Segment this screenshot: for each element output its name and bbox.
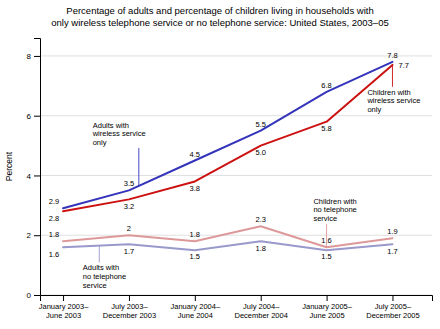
series-line	[63, 226, 392, 247]
x-tick: January 2003–June 2003	[39, 295, 89, 320]
y-tick-mark	[34, 235, 40, 236]
annotation-connector	[326, 224, 327, 247]
y-tick: 8	[27, 52, 40, 61]
data-label: 3.8	[190, 184, 200, 193]
data-label: 5.8	[321, 124, 331, 133]
grid-line	[40, 115, 432, 116]
x-axis: January 2003–June 2003 July 2003–December…	[39, 295, 433, 320]
x-tick-label-line: December 2004	[235, 311, 288, 320]
x-tick: July 2005–December 2005	[366, 295, 419, 320]
annotation: Children withno telephoneservice	[313, 197, 356, 223]
grid-line	[40, 235, 432, 236]
y-tick: 4	[27, 172, 40, 181]
series-line	[63, 65, 392, 211]
data-label: 1.9	[387, 227, 397, 236]
x-tick-mark	[195, 295, 196, 301]
data-label: 5.0	[255, 148, 265, 157]
annotation: Adults withno telephoneservice	[83, 263, 126, 289]
data-label: 1.5	[190, 252, 200, 261]
x-tick-label-line: December 2005	[366, 311, 419, 320]
data-label: 2	[127, 224, 131, 233]
data-label: 1.8	[190, 230, 200, 239]
data-label: 1.5	[321, 252, 331, 261]
title-line: only wireless telephone service or no te…	[51, 17, 388, 28]
x-tick-mark	[392, 295, 393, 301]
grid	[40, 56, 432, 295]
data-label: 7.7	[398, 61, 408, 70]
x-tick-label: January 2003–June 2003	[39, 302, 89, 320]
lines	[63, 62, 392, 250]
annotation: Children withwireless serviceonly	[366, 88, 420, 114]
x-tick-mark	[327, 295, 328, 301]
x-tick-label-line: June 2003	[46, 311, 81, 320]
x-tick-mark	[129, 295, 130, 301]
y-tick-mark	[34, 56, 40, 57]
annotation-line: service	[83, 281, 107, 290]
x-tick: January 2005–June 2005	[302, 295, 352, 320]
y-tick-label: 0	[27, 291, 32, 300]
x-tick-mark	[261, 295, 262, 301]
y-tick-label: 2	[27, 231, 32, 240]
annotations: Adults withwireless serviceonly Children …	[83, 65, 421, 290]
title: Percentage of adults and percentage of c…	[51, 5, 388, 28]
data-label: 4.5	[190, 150, 200, 159]
y-tick: 0	[27, 291, 40, 300]
y-axis: 0 2 4 6 8	[27, 39, 41, 301]
x-tick-label: July 2004–December 2004	[235, 302, 288, 320]
data-label: 2.9	[49, 197, 59, 206]
x-tick-mark	[63, 295, 64, 301]
x-tick-label-line: June 2004	[178, 311, 213, 320]
x-tick: January 2004–June 2004	[171, 295, 221, 320]
chart-svg: Percentage of adults and percentage of c…	[0, 0, 440, 329]
x-axis-line	[41, 296, 433, 302]
data-label: 7.8	[387, 51, 397, 60]
x-tick: July 2004–December 2004	[235, 295, 288, 320]
data-label: 5.5	[255, 120, 265, 129]
annotation-connector	[392, 65, 393, 87]
x-tick: July 2003–December 2003	[103, 295, 156, 320]
x-tick-label: July 2003–December 2003	[103, 302, 156, 320]
data-label: 2.3	[255, 215, 265, 224]
annotation-connector	[138, 148, 139, 186]
data-label: 6.8	[321, 81, 331, 90]
data-label: 3.5	[124, 179, 134, 188]
y-axis-line	[34, 39, 41, 296]
y-axis-title: Percent	[4, 151, 14, 181]
grid-line	[40, 175, 432, 176]
y-tick: 2	[27, 231, 40, 240]
x-tick-label-line: December 2003	[103, 311, 156, 320]
y-tick-mark	[34, 116, 40, 117]
series-line	[63, 62, 392, 208]
data-label: 1.6	[49, 250, 59, 259]
x-tick-label: January 2005–June 2005	[302, 302, 352, 320]
annotation: Adults withwireless serviceonly	[92, 121, 146, 147]
x-tick-label-line: June 2005	[310, 311, 345, 320]
title-line: Percentage of adults and percentage of c…	[66, 5, 373, 16]
data-label: 1.8	[49, 230, 59, 239]
data-label: 1.8	[255, 244, 265, 253]
y-tick-label: 6	[27, 112, 32, 121]
annotation-line: only	[367, 105, 381, 114]
annotation-line: service	[313, 214, 337, 223]
grid-line	[40, 55, 432, 56]
data-label: 2.8	[49, 214, 59, 223]
y-tick-label: 4	[27, 172, 32, 181]
texts: 2.9 3.5 4.5 5.5 6.8 7.8 2.8 3.2 3.8 5.0 5.8 7.7 1.6 1…	[49, 51, 409, 262]
data-label: 1.7	[124, 247, 134, 256]
annotation-connector	[99, 246, 100, 263]
x-tick-label: January 2004–June 2004	[171, 302, 221, 320]
annotation-line: only	[93, 138, 107, 147]
data-label: 1.7	[387, 247, 397, 256]
y-tick: 6	[27, 112, 40, 121]
y-tick-mark	[34, 295, 40, 296]
plot: 0 2 4 6 8 January 2003–June 2003 July 2003–Dec…	[4, 39, 433, 320]
data-label: 3.2	[124, 202, 134, 211]
y-tick-label: 8	[27, 52, 32, 61]
x-tick-label: July 2005–December 2005	[366, 302, 419, 320]
y-tick-mark	[34, 175, 40, 176]
